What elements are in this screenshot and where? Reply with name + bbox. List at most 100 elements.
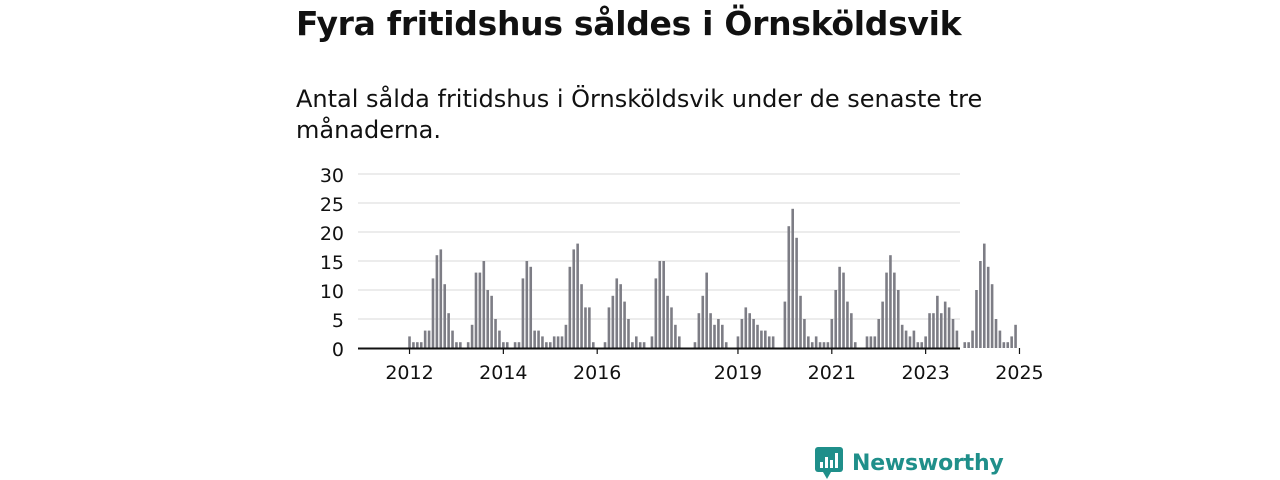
- bar: [939, 313, 943, 348]
- bar: [439, 249, 443, 348]
- bar: [474, 272, 478, 348]
- bar: [623, 301, 626, 348]
- bar: [619, 284, 622, 348]
- bar: [423, 330, 427, 348]
- bar: [490, 295, 493, 348]
- bar: [556, 336, 560, 348]
- bar: [502, 342, 505, 348]
- bar: [924, 336, 927, 348]
- bar: [517, 342, 521, 348]
- bar: [627, 319, 630, 348]
- bar: [576, 243, 579, 348]
- x-tick-label: 2025: [995, 362, 1043, 384]
- bar: [447, 313, 450, 348]
- bar: [955, 330, 959, 348]
- bar: [842, 272, 845, 348]
- bar: [416, 342, 419, 348]
- bar: [431, 278, 435, 348]
- bar: [736, 336, 740, 348]
- bar: [1006, 342, 1010, 348]
- bar: [697, 313, 701, 348]
- bar: [896, 290, 900, 348]
- x-tick-label: 2019: [714, 362, 762, 384]
- bar: [1014, 324, 1017, 348]
- bar: [928, 313, 931, 348]
- bar: [760, 330, 763, 348]
- bar: [740, 319, 744, 348]
- bar: [826, 342, 830, 348]
- bar: [709, 313, 712, 348]
- bar: [830, 319, 834, 348]
- bar: [998, 330, 1002, 348]
- bar: [990, 284, 994, 348]
- bar: [865, 336, 869, 348]
- bar: [767, 336, 771, 348]
- bar: [713, 324, 716, 348]
- bar: [850, 313, 853, 348]
- bar: [838, 266, 841, 348]
- x-tick-label: 2014: [479, 362, 527, 384]
- bar: [662, 261, 665, 348]
- bar: [525, 261, 529, 348]
- bar: [588, 307, 591, 348]
- bar: [611, 295, 615, 348]
- y-tick-label: 0: [332, 339, 344, 361]
- chart-subtitle: Antal sålda fritidshus i Örnsköldsvik un…: [296, 85, 983, 144]
- brand-name: Newsworthy: [852, 450, 1004, 476]
- bar: [920, 342, 924, 348]
- bar: [451, 330, 454, 348]
- bar: [893, 272, 896, 348]
- bars: [408, 208, 1017, 348]
- bar: [791, 208, 794, 348]
- y-tick-label: 30: [320, 165, 344, 187]
- x-tick-label: 2023: [901, 362, 949, 384]
- bar: [764, 330, 767, 348]
- x-tick-label: 2021: [808, 362, 856, 384]
- y-tick-label: 15: [320, 252, 344, 274]
- bar: [994, 319, 998, 348]
- bar: [564, 324, 568, 348]
- bar: [803, 319, 806, 348]
- x-tick-label: 2016: [573, 362, 621, 384]
- bar: [580, 284, 583, 348]
- bar: [638, 342, 642, 348]
- bar: [721, 324, 724, 348]
- bar: [834, 290, 838, 348]
- bar: [552, 336, 556, 348]
- bar: [869, 336, 873, 348]
- y-tick-label: 5: [332, 310, 344, 332]
- bar: [795, 237, 798, 348]
- bar: [810, 342, 814, 348]
- bar: [654, 278, 658, 348]
- bar: [979, 261, 982, 348]
- bar: [435, 255, 439, 348]
- bar: [568, 266, 572, 348]
- bar: [545, 342, 548, 348]
- bar: [916, 342, 920, 348]
- brand-logo[interactable]: Newsworthy: [814, 446, 1004, 480]
- bar: [678, 336, 681, 348]
- bar: [975, 290, 978, 348]
- bar: [717, 319, 720, 348]
- y-tick-label: 25: [320, 194, 344, 216]
- bar: [771, 336, 775, 348]
- bar: [947, 307, 951, 348]
- y-tick-label: 20: [320, 223, 344, 245]
- bar: [822, 342, 826, 348]
- bar: [1010, 336, 1013, 348]
- bar: [967, 342, 970, 348]
- bar: [533, 330, 536, 348]
- bar: [642, 342, 646, 348]
- bar: [670, 307, 673, 348]
- bar: [701, 295, 705, 348]
- bar: [807, 336, 810, 348]
- bar: [584, 307, 587, 348]
- bar: [783, 301, 787, 348]
- bar: [658, 261, 662, 348]
- bar: [744, 307, 748, 348]
- bar: [814, 336, 818, 348]
- bar: [408, 336, 411, 348]
- x-tick-label: 2012: [385, 362, 433, 384]
- bar: [572, 249, 576, 348]
- bar: [674, 324, 677, 348]
